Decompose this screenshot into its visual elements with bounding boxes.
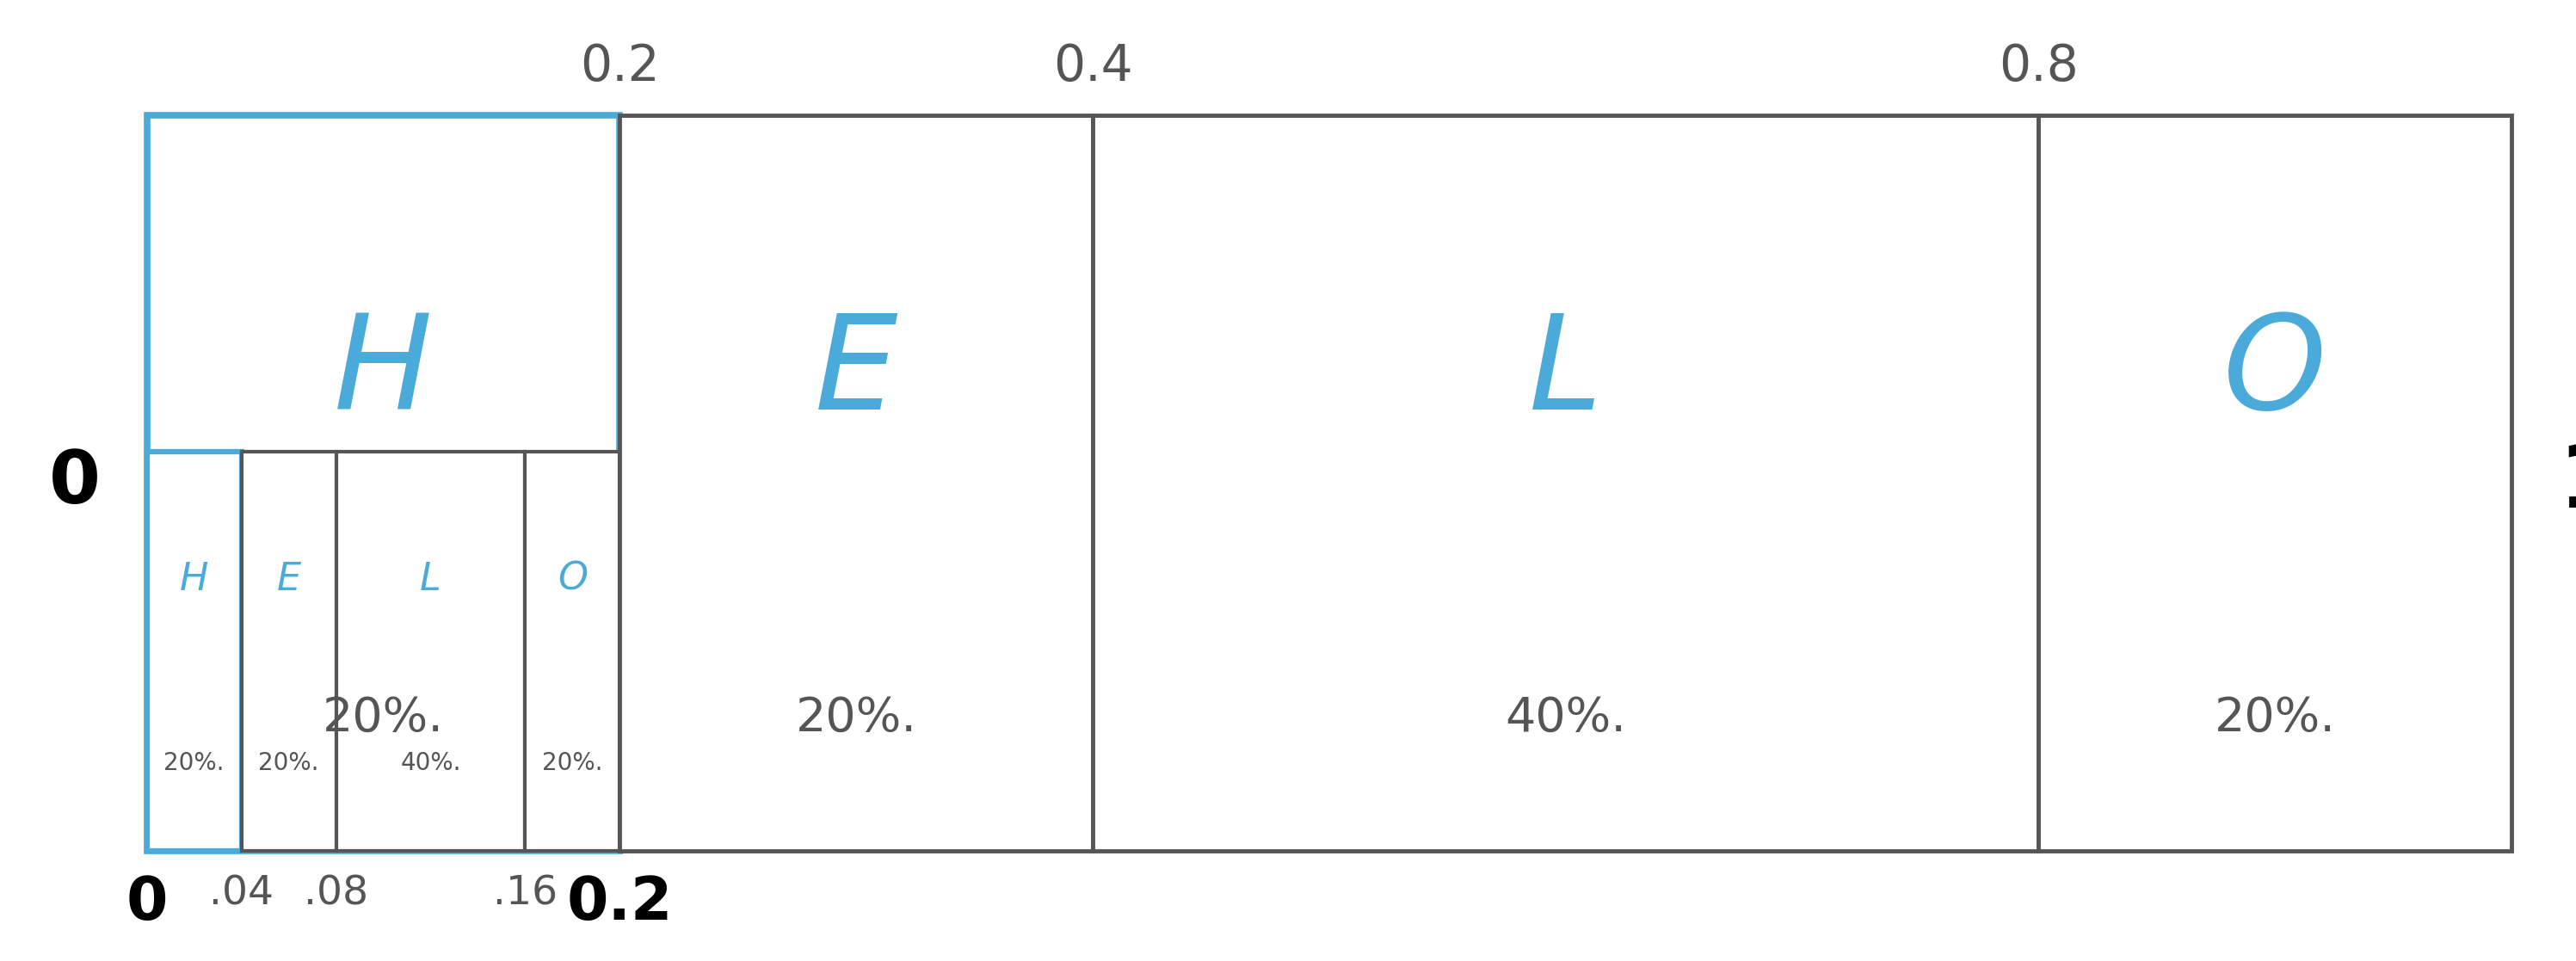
Text: E: E	[276, 561, 301, 598]
FancyBboxPatch shape	[147, 452, 242, 850]
Text: 40%.: 40%.	[1504, 695, 1625, 741]
FancyBboxPatch shape	[526, 452, 621, 850]
Text: 0.4: 0.4	[1054, 42, 1133, 91]
Text: 0: 0	[49, 447, 100, 519]
Text: .08: .08	[304, 875, 368, 913]
Text: 20%.: 20%.	[796, 695, 917, 741]
Text: 0.8: 0.8	[1999, 42, 2079, 91]
Text: E: E	[814, 308, 899, 436]
Text: .16: .16	[492, 875, 556, 913]
Text: O: O	[556, 561, 587, 598]
Text: L: L	[1530, 308, 1602, 436]
Text: 0: 0	[126, 875, 167, 932]
FancyBboxPatch shape	[621, 115, 1092, 850]
Text: .04: .04	[209, 875, 273, 913]
Text: 0.2: 0.2	[567, 875, 672, 932]
Text: L: L	[420, 561, 440, 598]
Text: H: H	[180, 561, 209, 598]
FancyBboxPatch shape	[1092, 115, 2038, 850]
Text: H: H	[335, 308, 433, 436]
FancyBboxPatch shape	[335, 452, 526, 850]
FancyBboxPatch shape	[242, 452, 335, 850]
Text: 40%.: 40%.	[399, 751, 461, 775]
Text: 20%.: 20%.	[165, 751, 224, 775]
Text: 20%.: 20%.	[2215, 695, 2336, 741]
Text: 20%.: 20%.	[322, 695, 443, 741]
FancyBboxPatch shape	[2038, 115, 2512, 850]
Text: 20%.: 20%.	[541, 751, 603, 775]
Text: 20%.: 20%.	[258, 751, 319, 775]
Text: 0.2: 0.2	[580, 42, 659, 91]
FancyBboxPatch shape	[147, 115, 621, 850]
Text: 1: 1	[2558, 439, 2576, 527]
Text: O: O	[2223, 308, 2326, 436]
